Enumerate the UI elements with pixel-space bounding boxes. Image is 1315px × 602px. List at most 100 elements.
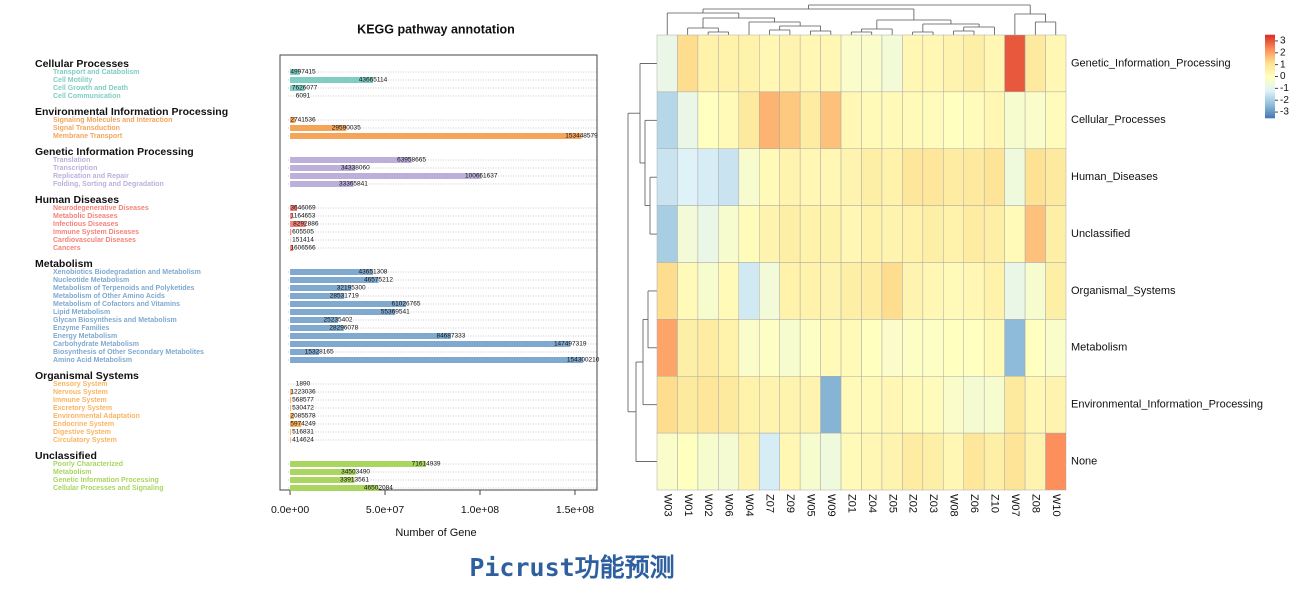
color-key-strip bbox=[1265, 63, 1275, 67]
heatmap-cell bbox=[983, 432, 1005, 491]
heatmap-cell bbox=[881, 34, 903, 93]
bar bbox=[290, 325, 344, 331]
heatmap-cell bbox=[963, 205, 985, 263]
heatmap-cell bbox=[902, 262, 924, 320]
value-label: 530472 bbox=[292, 405, 314, 412]
category-label: Replication and Repair bbox=[53, 173, 129, 180]
color-key-strip bbox=[1265, 92, 1275, 96]
heatmap-cell bbox=[677, 34, 699, 93]
bar bbox=[290, 69, 300, 75]
value-label: 84687333 bbox=[436, 333, 465, 340]
column-label: W04 bbox=[743, 494, 755, 517]
bar bbox=[290, 357, 584, 363]
heatmap-cell bbox=[677, 319, 699, 377]
column-label: W10 bbox=[1050, 494, 1062, 517]
heatmap-cell bbox=[738, 432, 760, 491]
category-label: Transport and Catabolism bbox=[53, 69, 139, 76]
group-label: Human Diseases bbox=[35, 194, 119, 206]
heatmap-cell bbox=[963, 262, 985, 320]
value-label: 568577 bbox=[292, 397, 314, 404]
value-label: 46575212 bbox=[364, 277, 393, 284]
value-label: 33913561 bbox=[340, 477, 369, 484]
color-key-strip bbox=[1265, 96, 1275, 100]
x-tick-label: 1.0e+08 bbox=[461, 504, 499, 516]
color-key-strip bbox=[1265, 59, 1275, 63]
heatmap-cell bbox=[922, 432, 944, 491]
heatmap-cell bbox=[738, 376, 760, 434]
column-label: W06 bbox=[723, 494, 735, 517]
category-label: Cell Growth and Death bbox=[53, 85, 128, 92]
heatmap-cell bbox=[963, 91, 985, 149]
heatmap-cell bbox=[799, 34, 821, 93]
bar bbox=[290, 341, 571, 347]
value-label: 15328165 bbox=[305, 349, 334, 356]
row-label: Unclassified bbox=[1071, 228, 1130, 240]
color-key-label: 1 bbox=[1280, 59, 1286, 70]
heatmap-cell bbox=[738, 319, 760, 377]
category-label: Transcription bbox=[53, 165, 97, 172]
bar bbox=[290, 301, 406, 307]
bar bbox=[290, 477, 355, 483]
value-label: 25235402 bbox=[324, 317, 353, 324]
heatmap-cell bbox=[1004, 34, 1026, 93]
column-label: W03 bbox=[661, 494, 673, 517]
color-key-strip bbox=[1265, 57, 1275, 61]
heatmap-cell bbox=[1004, 319, 1026, 377]
heatmap-cell bbox=[779, 262, 801, 320]
heatmap-cell bbox=[861, 262, 883, 320]
heatmap-cell bbox=[983, 262, 1005, 320]
heatmap-cell bbox=[861, 34, 883, 93]
heatmap-cell bbox=[697, 148, 719, 206]
heatmap-cell bbox=[1024, 34, 1046, 93]
bar bbox=[290, 269, 373, 275]
row-label: Environmental_Information_Processing bbox=[1071, 399, 1263, 411]
category-label: Folding, Sorting and Degradation bbox=[53, 181, 164, 188]
heatmap-cell bbox=[799, 148, 821, 206]
heatmap-cell bbox=[697, 262, 719, 320]
column-label: Z04 bbox=[866, 494, 878, 513]
bar bbox=[290, 117, 296, 123]
color-key-strip bbox=[1265, 65, 1275, 69]
heatmap-cell bbox=[861, 432, 883, 491]
category-label: Cell Motility bbox=[53, 77, 92, 84]
bar bbox=[290, 245, 294, 251]
category-label: Environmental Adaptation bbox=[53, 413, 140, 420]
heatmap-cell bbox=[963, 148, 985, 206]
category-label: Amino Acid Metabolism bbox=[53, 357, 132, 364]
value-label: 32195300 bbox=[337, 285, 366, 292]
color-key-strip bbox=[1265, 76, 1275, 79]
value-label: 34503490 bbox=[341, 469, 370, 476]
heatmap-cell bbox=[1004, 262, 1026, 320]
heatmap-cell bbox=[902, 432, 924, 491]
bar bbox=[290, 333, 451, 339]
heatmap-cell bbox=[1024, 376, 1046, 434]
category-label: Nucleotide Metabolism bbox=[53, 277, 129, 284]
x-tick-label: 5.0e+07 bbox=[366, 504, 404, 516]
heatmap-cell bbox=[902, 91, 924, 149]
heatmap-cell bbox=[738, 148, 760, 206]
dendrogram bbox=[627, 4, 1057, 462]
value-label: 28296078 bbox=[329, 325, 358, 332]
color-key-strip bbox=[1265, 107, 1275, 110]
category-label: Cellular Processes and Signaling bbox=[53, 485, 163, 492]
bar bbox=[290, 221, 306, 227]
value-label: 34338060 bbox=[341, 165, 370, 172]
row-label: Metabolism bbox=[1071, 342, 1127, 354]
heatmap-cell bbox=[759, 148, 780, 206]
color-key-strip bbox=[1265, 111, 1275, 115]
heatmap-cell bbox=[902, 376, 924, 434]
color-key-strip bbox=[1265, 53, 1275, 57]
row-label: Human_Diseases bbox=[1071, 171, 1158, 183]
color-key-strip bbox=[1265, 86, 1275, 90]
chart-title: KEGG pathway annotation bbox=[357, 22, 515, 36]
heatmap-cell bbox=[779, 432, 801, 491]
color-key-strip bbox=[1265, 43, 1275, 46]
value-label: 7626077 bbox=[292, 85, 318, 92]
color-key-label: -2 bbox=[1280, 95, 1289, 106]
value-label: 63958665 bbox=[397, 157, 426, 164]
heatmap-cell bbox=[656, 91, 678, 149]
bar bbox=[290, 317, 338, 323]
heatmap-cell bbox=[902, 319, 924, 377]
heatmap-cell bbox=[943, 34, 964, 93]
value-label: 1606566 bbox=[290, 245, 316, 252]
